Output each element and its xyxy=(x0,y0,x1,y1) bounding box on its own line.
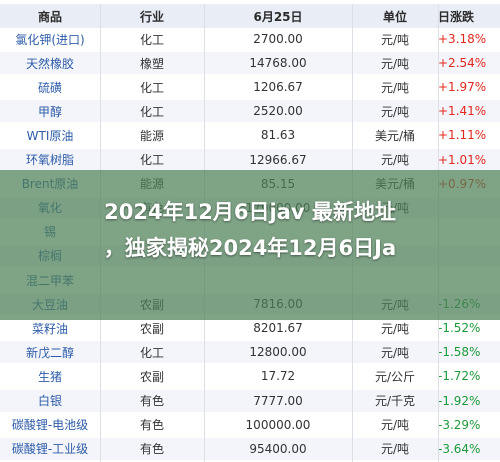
table-row[interactable]: 硫磺 化工 1206.67 元/吨 +1.97% xyxy=(0,76,500,99)
row-change: +1.41% xyxy=(438,104,487,119)
row-name[interactable]: 氯化钾(进口) xyxy=(15,32,85,47)
row-industry: 化工 xyxy=(139,104,164,119)
table-row[interactable]: WTI原油 能源 81.63 美元/桶 +1.11% xyxy=(0,124,500,147)
header-industry[interactable]: 行业 xyxy=(139,9,164,24)
row-name[interactable]: 硫磺 xyxy=(37,80,62,95)
row-unit: 元/吨 xyxy=(380,104,410,119)
row-name[interactable]: 新戊二醇 xyxy=(25,345,74,360)
row-unit: 元/千克 xyxy=(374,394,416,408)
overlay-title-line1: 2024年12月6日jav 最新地址 xyxy=(104,200,396,224)
row-name[interactable]: 甲醇 xyxy=(37,104,62,119)
table-row[interactable]: 碳酸锂-电池级 有色 100000.00 元/吨 -3.29% xyxy=(0,413,500,436)
row-name[interactable]: 白银 xyxy=(37,394,62,408)
table-row[interactable]: 菜籽油 农副 8201.67 元/吨 -1.52% xyxy=(0,317,500,340)
row-unit: 元/吨 xyxy=(380,153,410,167)
header-price[interactable]: 6月25日 xyxy=(253,9,303,24)
overlay-title-line2: ，独家揭秘2024年12月6日Ja xyxy=(103,236,397,260)
row-industry: 有色 xyxy=(139,442,164,457)
row-change: +3.18% xyxy=(438,32,487,46)
header-name[interactable]: 商品 xyxy=(37,9,62,24)
row-change: +1.11% xyxy=(438,128,487,143)
row-price: 8201.67 xyxy=(253,321,303,336)
row-price: 2520.00 xyxy=(253,104,303,119)
row-unit: 美元/桶 xyxy=(374,128,416,143)
row-name[interactable]: 碳酸锂-工业级 xyxy=(11,442,89,457)
row-change: -1.92% xyxy=(438,393,481,408)
header-change[interactable]: 日涨跌 xyxy=(438,9,475,24)
table-header: 商品 行业 6月25日 单位 日涨跌 xyxy=(0,4,500,28)
row-price: 2700.00 xyxy=(253,32,303,46)
row-unit: 元/吨 xyxy=(380,80,410,95)
header-unit[interactable]: 单位 xyxy=(382,9,407,24)
table-row[interactable]: 环氧树脂 化工 12966.67 元/吨 +1.01% xyxy=(0,148,500,171)
table-row[interactable]: 白银 有色 7777.00 元/千克 -1.92% xyxy=(0,389,500,412)
table-row[interactable]: 新戊二醇 化工 12800.00 元/吨 -1.58% xyxy=(0,341,500,364)
row-name[interactable]: 碳酸锂-电池级 xyxy=(11,418,89,433)
title-overlay-banner xyxy=(0,170,500,320)
row-unit: 元/吨 xyxy=(380,345,410,360)
row-industry: 有色 xyxy=(139,394,164,408)
row-price: 17.72 xyxy=(260,369,296,384)
row-name[interactable]: 菜籽油 xyxy=(31,321,68,336)
row-industry: 农副 xyxy=(139,369,164,384)
row-change: -1.52% xyxy=(438,321,481,336)
row-change: -3.64% xyxy=(438,441,481,456)
row-unit: 元/吨 xyxy=(380,56,410,71)
row-industry: 化工 xyxy=(139,80,164,95)
table-row[interactable]: 碳酸锂-工业级 有色 95400.00 元/吨 -3.64% xyxy=(0,437,500,460)
row-change: +1.97% xyxy=(438,80,487,95)
row-name[interactable]: 生猪 xyxy=(37,369,62,384)
row-price: 12800.00 xyxy=(249,345,307,360)
row-name[interactable]: 环氧树脂 xyxy=(25,153,74,167)
row-unit: 元/公斤 xyxy=(374,369,416,384)
row-change: -1.72% xyxy=(438,369,481,384)
row-industry: 化工 xyxy=(139,345,164,360)
row-unit: 元/吨 xyxy=(380,32,410,47)
row-price: 12966.67 xyxy=(249,152,307,167)
row-price: 100000.00 xyxy=(245,417,311,432)
row-unit: 元/吨 xyxy=(380,321,410,336)
row-price: 14768.00 xyxy=(249,56,307,71)
row-name[interactable]: WTI原油 xyxy=(26,128,74,143)
row-name[interactable]: 天然橡胶 xyxy=(25,56,74,71)
overlay-title: 2024年12月6日jav 最新地址 ，独家揭秘2024年12月6日Ja xyxy=(0,194,500,266)
table-row[interactable]: 氯化钾(进口) 化工 2700.00 元/吨 +3.18% xyxy=(0,28,500,50)
row-price: 95400.00 xyxy=(249,441,307,456)
row-price: 81.63 xyxy=(260,128,296,143)
row-change: -3.29% xyxy=(438,417,481,432)
row-industry: 有色 xyxy=(139,418,164,433)
row-change: +1.01% xyxy=(438,152,487,167)
row-industry: 能源 xyxy=(139,128,164,143)
row-price: 1206.67 xyxy=(253,80,303,95)
row-industry: 橡塑 xyxy=(139,56,164,71)
row-change: +2.54% xyxy=(438,56,487,71)
row-price: 7777.00 xyxy=(253,393,303,408)
table-row[interactable]: 天然橡胶 橡塑 14768.00 元/吨 +2.54% xyxy=(0,52,500,75)
table-row[interactable]: 甲醇 化工 2520.00 元/吨 +1.41% xyxy=(0,100,500,123)
row-industry: 化工 xyxy=(139,32,164,47)
row-industry: 农副 xyxy=(139,321,164,336)
row-unit: 元/吨 xyxy=(380,442,410,457)
row-change: -1.58% xyxy=(438,345,481,360)
row-industry: 化工 xyxy=(139,153,164,167)
table-row[interactable]: 生猪 农副 17.72 元/公斤 -1.72% xyxy=(0,365,500,388)
row-unit: 元/吨 xyxy=(380,418,410,433)
